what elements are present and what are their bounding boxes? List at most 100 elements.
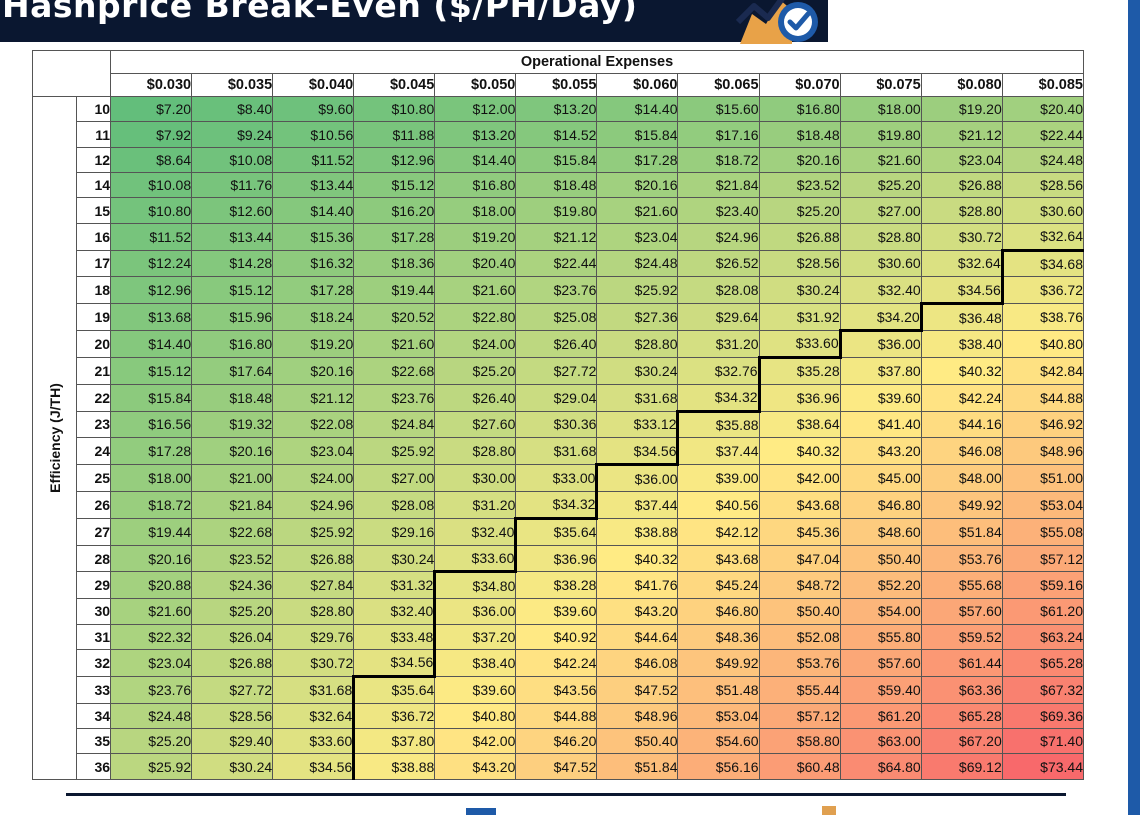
value-cell: $16.32: [272, 249, 355, 278]
value-cell: $29.40: [191, 727, 274, 755]
value-cell: $20.40: [1001, 95, 1085, 123]
value-cell: $35.64: [352, 674, 436, 704]
value-cell: $34.56: [272, 753, 355, 780]
value-cell: $57.12: [1001, 544, 1085, 573]
title-bar: Hashprice Break-Even ($/PH/Day): [0, 0, 828, 44]
value-cell: $20.16: [758, 146, 841, 174]
value-cell: $36.00: [838, 329, 922, 358]
value-cell: $25.92: [110, 753, 193, 780]
value-cell: $24.00: [272, 464, 355, 492]
table-row: 12 $8.64 $10.08 $11.52 $12.96 $14.40 $15.84 $17…: [33, 146, 1085, 174]
value-cell: $37.44: [676, 437, 760, 466]
value-cell: $64.80: [839, 753, 922, 780]
value-cell: $28.80: [272, 598, 355, 625]
value-cell: $22.44: [515, 249, 598, 278]
value-cell: $38.88: [596, 517, 679, 546]
value-cell: $42.24: [515, 649, 598, 677]
value-cell: $56.16: [677, 753, 760, 780]
value-cell: $40.80: [434, 702, 517, 730]
value-cell: $37.80: [352, 727, 436, 755]
value-cell: $46.80: [839, 491, 922, 519]
value-cell: $23.04: [110, 649, 193, 677]
value-cell: $36.96: [514, 544, 598, 573]
value-cell: $13.68: [110, 303, 193, 332]
value-cell: $10.08: [191, 146, 274, 174]
value-cell: $13.44: [272, 172, 355, 199]
value-cell: $40.56: [677, 491, 760, 519]
value-cell: $45.36: [758, 517, 841, 546]
value-cell: $67.20: [920, 727, 1003, 755]
table-row: Efficiency (J/TH) 10 $7.20 $8.40 $9.60 $10.80…: [31, 95, 1085, 780]
value-cell: $36.72: [352, 702, 436, 730]
table-row: 16 $11.52 $13.44 $15.36 $17.28 $19.20 $21.12 $2…: [33, 222, 1085, 251]
column-header: $0.080: [920, 73, 1003, 97]
value-cell: $42.12: [677, 517, 760, 546]
value-cell: $32.40: [839, 276, 922, 305]
table-row: 23 $16.56 $19.32 $22.08 $24.84 $27.60 $30.36 $3…: [33, 409, 1085, 439]
value-cell: $26.88: [758, 222, 841, 251]
corner-cell: [31, 50, 112, 97]
value-cell: $39.60: [515, 598, 598, 625]
value-cell: $43.20: [434, 753, 517, 780]
row-header: 29: [76, 571, 112, 600]
value-cell: $51.84: [596, 753, 679, 780]
value-cell: $33.60: [434, 544, 517, 573]
value-cell: $39.60: [839, 383, 922, 412]
value-cell: $19.20: [434, 222, 517, 251]
row-header: 16: [76, 222, 112, 251]
value-cell: $25.20: [110, 727, 193, 755]
value-cell: $9.60: [272, 95, 355, 123]
column-header: $0.060: [596, 73, 679, 97]
value-cell: $14.40: [272, 197, 355, 224]
value-cell: $34.20: [839, 303, 922, 332]
value-cell: $34.56: [920, 276, 1003, 305]
value-cell: $24.00: [434, 330, 517, 358]
value-cell: $20.40: [434, 249, 517, 278]
table-row: 30 $21.60 $25.20 $28.80 $32.40 $36.00 $39.60 $4…: [33, 598, 1085, 625]
value-cell: $55.68: [920, 571, 1003, 600]
value-cell: $10.08: [110, 172, 193, 199]
value-cell: $35.28: [757, 355, 841, 385]
value-cell: $24.84: [353, 410, 436, 439]
value-cell: $37.44: [595, 491, 679, 519]
value-cell: $43.68: [677, 544, 760, 573]
value-cell: $46.80: [677, 598, 760, 625]
value-cell: $23.04: [596, 222, 679, 251]
value-cell: $46.08: [596, 649, 679, 677]
value-cell: $26.52: [677, 249, 760, 278]
value-cell: $39.60: [434, 675, 517, 704]
value-cell: $48.96: [596, 702, 679, 730]
value-cell: $25.20: [434, 356, 517, 385]
value-cell: $65.28: [1001, 649, 1085, 677]
value-cell: $19.80: [515, 197, 598, 224]
row-header: 19: [76, 303, 112, 332]
value-cell: $34.56: [596, 437, 679, 466]
value-cell: $36.72: [1000, 276, 1085, 305]
value-cell: $12.60: [191, 197, 274, 224]
value-cell: $31.68: [596, 383, 679, 412]
value-cell: $54.60: [677, 727, 760, 755]
value-cell: $29.76: [272, 623, 355, 651]
value-cell: $18.48: [515, 172, 598, 199]
table-row: 22 $15.84 $18.48 $21.12 $23.76 $26.40 $29.04 $3…: [33, 383, 1085, 412]
value-cell: $34.68: [1000, 248, 1085, 278]
value-cell: $36.48: [919, 302, 1003, 332]
value-cell: $32.64: [1001, 222, 1085, 251]
value-cell: $23.76: [515, 276, 598, 305]
value-cell: $57.12: [758, 702, 841, 730]
value-cell: $21.12: [920, 121, 1003, 148]
value-cell: $27.60: [434, 410, 517, 439]
column-header: $0.040: [272, 73, 355, 97]
value-cell: $25.92: [272, 517, 355, 546]
table-row: 26 $18.72 $21.84 $24.96 $28.08 $31.20 $34.32 $3…: [33, 491, 1085, 519]
value-cell: $38.28: [515, 571, 598, 600]
value-cell: $46.92: [1001, 410, 1085, 439]
value-cell: $18.72: [110, 491, 193, 519]
value-cell: $57.60: [920, 598, 1003, 625]
value-cell: $29.04: [515, 383, 598, 412]
value-cell: $12.00: [434, 95, 517, 123]
value-cell: $8.64: [110, 146, 193, 174]
value-cell: $43.56: [515, 675, 598, 704]
value-cell: $18.00: [434, 197, 517, 224]
table-row: 11 $7.92 $9.24 $10.56 $11.88 $13.20 $14.52 $15.…: [33, 121, 1085, 148]
